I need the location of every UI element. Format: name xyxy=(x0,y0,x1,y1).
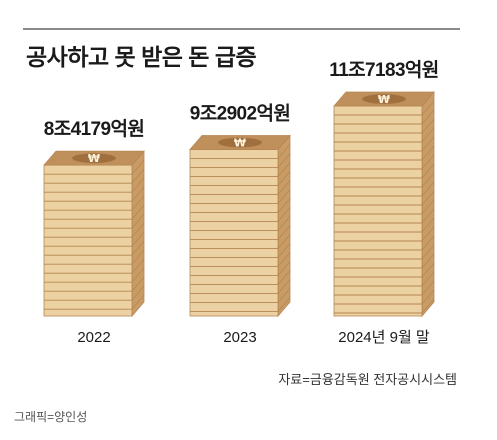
bill-sheet-side-line xyxy=(277,162,291,177)
bill-sheet-side-line xyxy=(277,243,291,258)
bill-sheet-side-line xyxy=(421,208,435,224)
bill-sheet-side-line xyxy=(277,216,291,231)
bill-sheet-side-line xyxy=(421,289,435,305)
won-sign-icon: ₩ xyxy=(88,152,100,165)
bill-sheet-side-line xyxy=(131,276,145,292)
bill-sheet-side-line xyxy=(131,213,145,229)
bill-sheet-side-line xyxy=(421,226,435,242)
category-label-2024년 9월 말: 2024년 9월 말 xyxy=(338,329,430,346)
bill-sheet-side-line xyxy=(131,240,145,256)
bill-sheet-side-line xyxy=(277,198,291,213)
bill-sheet-side-line xyxy=(421,127,435,143)
bill-sheet-side-line xyxy=(421,235,435,251)
bill-sheet-side-line xyxy=(421,271,435,287)
category-label-2023: 2023 xyxy=(223,329,256,346)
bill-stack-face xyxy=(43,164,133,317)
bill-sheet-side-line xyxy=(277,207,291,222)
bill-band xyxy=(71,152,117,164)
category-label-2022: 2022 xyxy=(77,329,110,346)
bill-sheet-side-line xyxy=(421,100,435,116)
bill-stack-2022: ₩ xyxy=(43,150,145,318)
bill-sheet-side-line xyxy=(277,180,291,195)
bill-sheet-side-line xyxy=(421,253,435,269)
bill-sheet-side-line xyxy=(277,225,291,240)
bill-sheet-side-line xyxy=(421,118,435,134)
bill-stack-face xyxy=(189,149,279,317)
bill-sheet-side-line xyxy=(131,204,145,220)
bill-stack-2024년 9월 말: ₩ xyxy=(333,90,435,318)
bill-sheet-side-line xyxy=(421,190,435,206)
bill-sheet-side-line xyxy=(277,144,291,159)
bill-sheet-side-line xyxy=(421,109,435,125)
bill-sheet-side-line xyxy=(277,261,291,276)
bill-sheet-side-line xyxy=(421,145,435,161)
bill-sheet-side-line xyxy=(421,172,435,188)
won-sign-icon: ₩ xyxy=(234,137,246,150)
bill-sheet-side-line xyxy=(421,217,435,233)
bill-sheet-side-line xyxy=(277,189,291,204)
bill-sheet-side-line xyxy=(421,136,435,152)
graphic-credit: 그래픽=양인성 xyxy=(14,410,88,424)
bill-sheet-side-line xyxy=(277,270,291,285)
value-label-2023: 9조2902억원 xyxy=(190,103,290,125)
bill-stack-2023: ₩ xyxy=(189,134,291,318)
source-note: 자료=금융감독원 전자공시시스템 xyxy=(278,372,457,387)
bill-sheet-side-line xyxy=(131,186,145,202)
bill-sheet-side-line xyxy=(131,249,145,265)
bill-sheet-side-line xyxy=(421,280,435,296)
bill-sheet-side-line xyxy=(277,297,291,312)
bill-sheet-side-line xyxy=(131,159,145,175)
bill-sheet-side-line xyxy=(421,262,435,278)
bill-sheet-side-line xyxy=(131,285,145,301)
bill-sheet-side-line xyxy=(131,222,145,238)
bill-band xyxy=(217,137,263,148)
won-sign-icon: ₩ xyxy=(378,93,390,106)
bill-sheet-side-line xyxy=(277,234,291,249)
bill-sheet-side-line xyxy=(277,288,291,303)
bill-sheet-side-line xyxy=(421,244,435,260)
value-label-2024년 9월 말: 11조7183억원 xyxy=(329,59,438,81)
bill-sheet-side-line xyxy=(131,168,145,184)
bill-sheet-side-line xyxy=(277,171,291,186)
bill-sheet-side-line xyxy=(277,252,291,267)
bill-sheet-side-line xyxy=(277,153,291,168)
page-title: 공사하고 못 받은 돈 급증 xyxy=(26,44,257,70)
bill-sheet-side-line xyxy=(131,195,145,211)
bill-sheet-side-line xyxy=(131,294,145,310)
bill-sheet-side-line xyxy=(421,163,435,179)
bill-sheet-side-line xyxy=(421,154,435,170)
bill-sheet-side-line xyxy=(131,258,145,274)
bill-sheet-side-line xyxy=(131,177,145,193)
bill-stack-side xyxy=(277,134,291,318)
bill-sheet-side-line xyxy=(131,231,145,247)
bill-sheet-side-line xyxy=(421,298,435,314)
bill-sheet-side-line xyxy=(421,199,435,215)
bill-sheet-side-line xyxy=(131,267,145,283)
bill-sheet-side-line xyxy=(277,279,291,294)
top-rule xyxy=(23,28,460,30)
bill-stack-face xyxy=(333,105,423,317)
value-label-2022: 8조4179억원 xyxy=(44,118,144,140)
bill-sheet-side-line xyxy=(421,181,435,197)
bill-band xyxy=(361,93,407,105)
